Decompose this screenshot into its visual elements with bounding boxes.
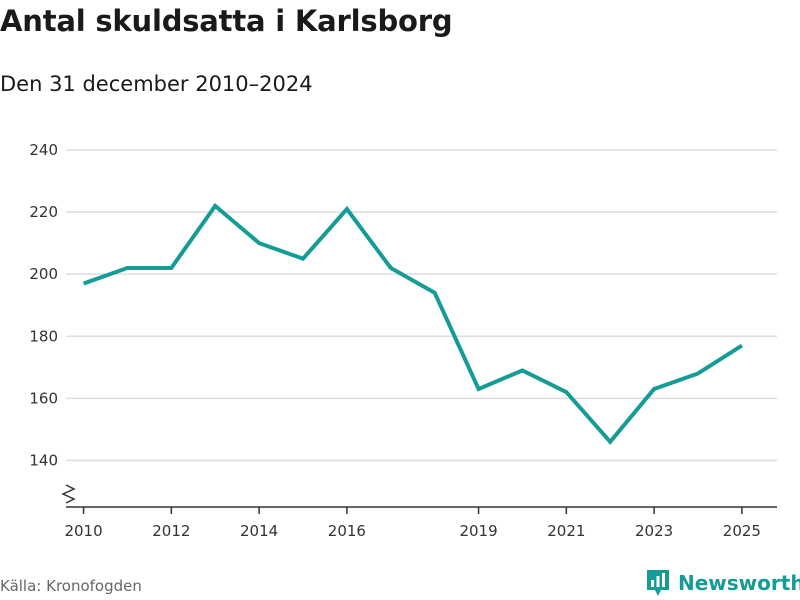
x-tick-label: 2025 bbox=[723, 522, 761, 540]
brand-name: Newsworthy bbox=[678, 571, 800, 595]
x-tick-label: 2012 bbox=[152, 522, 190, 540]
x-tick-label: 2010 bbox=[64, 522, 102, 540]
y-tick-label: 140 bbox=[29, 451, 58, 469]
axis-break-mark bbox=[61, 484, 76, 504]
y-tick-label: 180 bbox=[29, 327, 58, 345]
chart-subtitle: Den 31 december 2010–2024 bbox=[0, 72, 313, 96]
brand-logo: Newsworthy bbox=[645, 568, 800, 598]
x-axis bbox=[61, 484, 777, 508]
newsworthy-logo-icon bbox=[647, 570, 669, 596]
x-tick-label: 2014 bbox=[240, 522, 278, 540]
x-tick-label: 2023 bbox=[635, 522, 673, 540]
gridlines bbox=[66, 149, 777, 462]
x-axis-ticks: 2010 2012 2014 2016 2019 2021 2023 2025 bbox=[64, 507, 761, 540]
x-tick-label: 2019 bbox=[459, 522, 497, 540]
x-tick-label: 2021 bbox=[547, 522, 585, 540]
series-line bbox=[82, 202, 743, 445]
y-tick-label: 220 bbox=[29, 203, 58, 221]
y-tick-label: 240 bbox=[29, 141, 58, 159]
series-layer bbox=[82, 202, 743, 445]
source-note: Källa: Kronofogden bbox=[0, 577, 142, 595]
x-tick-label: 2016 bbox=[328, 522, 366, 540]
y-tick-label: 200 bbox=[29, 265, 58, 283]
chart-title: Antal skuldsatta i Karlsborg bbox=[0, 4, 453, 38]
y-axis: 140 160 180 200 220 240 bbox=[29, 141, 58, 469]
y-tick-label: 160 bbox=[29, 389, 58, 407]
